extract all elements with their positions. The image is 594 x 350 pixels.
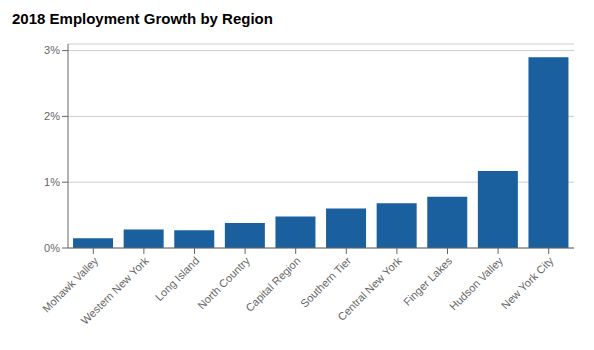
svg-text:Western New York: Western New York — [79, 254, 152, 327]
svg-text:3%: 3% — [44, 44, 60, 56]
svg-text:Hudson Valley: Hudson Valley — [447, 254, 505, 312]
svg-text:Central New York: Central New York — [335, 254, 404, 323]
svg-text:Long Island: Long Island — [153, 254, 202, 303]
svg-text:0%: 0% — [44, 242, 60, 254]
svg-text:North Country: North Country — [195, 254, 252, 311]
svg-text:2%: 2% — [44, 110, 60, 122]
html-text:2018 Employment Growth by Regi: 2018 Employment Growth by Region — [12, 10, 273, 27]
svg-text:Capital Region: Capital Region — [243, 254, 303, 314]
svg-text:1%: 1% — [44, 176, 60, 188]
svg-text:Southern Tier: Southern Tier — [298, 254, 353, 309]
svg-text:Finger Lakes: Finger Lakes — [401, 254, 455, 308]
svg-text:Mohawk Valley: Mohawk Valley — [40, 254, 101, 315]
svg-text:New York City: New York City — [499, 254, 556, 311]
